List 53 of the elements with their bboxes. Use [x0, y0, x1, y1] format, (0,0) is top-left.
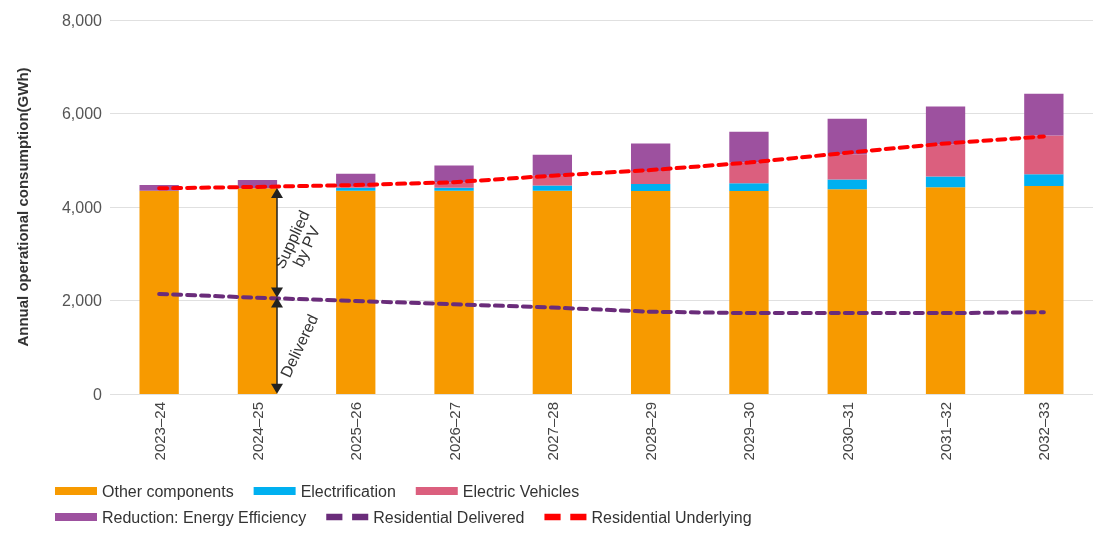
bar	[729, 131, 769, 163]
x-tick-label: 2023–24	[150, 402, 168, 461]
bar	[434, 187, 474, 191]
y-tick-label: 2,000	[61, 292, 103, 309]
x-tick-label: 2032–33	[1035, 402, 1053, 461]
bar	[925, 187, 966, 394]
bar	[925, 106, 966, 145]
legend-label: Residential Underlying	[591, 508, 752, 526]
y-tick-label: 6,000	[61, 105, 103, 122]
y-tick-label: 8,000	[61, 11, 103, 29]
legend-label: Residential Delivered	[373, 508, 525, 526]
bar	[532, 154, 573, 176]
y-tick-label: 4,000	[61, 198, 103, 216]
bar	[729, 183, 769, 192]
x-tick-label: 2029–30	[740, 402, 758, 461]
x-tick-label: 2024–25	[248, 402, 266, 461]
y-tick-label: 0	[93, 385, 103, 403]
bar	[139, 190, 179, 394]
bar	[630, 184, 671, 192]
x-tick-label: 2031–32	[937, 402, 955, 461]
legend-label: Other components	[102, 482, 234, 500]
bar	[532, 190, 573, 394]
x-tick-label: 2027–28	[543, 402, 561, 461]
bar	[925, 176, 966, 188]
bar	[434, 165, 474, 183]
bar	[1024, 174, 1064, 186]
y-axis-title: Annual operational consumption(GWh)	[14, 67, 31, 347]
bar	[1024, 135, 1064, 175]
bar	[729, 191, 769, 394]
line-series	[157, 291, 1046, 316]
bar	[827, 189, 867, 394]
x-tick-label: 2026–27	[445, 402, 463, 461]
bar	[434, 190, 474, 394]
bar	[630, 191, 671, 394]
bar	[925, 144, 966, 177]
bar	[827, 118, 867, 155]
line-series	[157, 134, 1046, 191]
bar	[1024, 185, 1064, 394]
bar	[336, 190, 376, 394]
legend-label: Reduction: Energy Efficiency	[102, 508, 307, 526]
bar	[630, 143, 671, 171]
x-tick-label: 2025–26	[347, 402, 365, 461]
bar	[630, 171, 671, 185]
legend-label: Electric Vehicles	[462, 482, 580, 500]
bar	[827, 179, 867, 190]
x-tick-label: 2030–31	[838, 402, 856, 461]
x-tick-label: 2028–29	[642, 402, 660, 461]
legend-label: Electrification	[300, 482, 396, 500]
bar	[729, 162, 769, 184]
bar	[1024, 93, 1064, 136]
bar	[827, 154, 867, 180]
bar	[237, 188, 278, 394]
bar	[532, 185, 573, 191]
